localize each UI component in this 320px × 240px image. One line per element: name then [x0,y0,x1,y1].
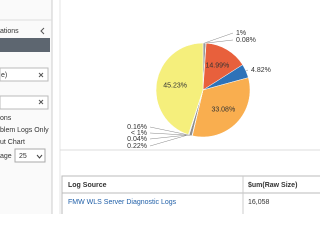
slice-label: 45.23% [163,82,187,89]
leader-line [149,126,193,136]
leader-line [245,69,249,72]
option-label[interactable]: ut Chart [0,139,25,146]
clear-icon[interactable] [38,72,44,78]
slice-label: 0.08% [236,37,256,44]
leader-line [149,134,190,140]
section-label: ons [0,115,12,122]
slice-label: 1% [236,30,246,37]
leader-line [206,39,234,44]
slice-label: 33.08% [211,106,235,113]
leader-line [204,32,234,44]
input-text: e) [1,72,7,79]
pie-slice [155,42,204,135]
pie-slice [192,77,251,138]
clear-icon[interactable] [38,99,44,105]
slice-label: 14.99% [206,63,230,70]
leader-line [149,134,189,147]
sidebar-title: ations [0,28,19,35]
table-cell: 16,058 [248,199,270,206]
slice-label: 0.04% [127,136,147,143]
column-header[interactable]: $um(Raw Size) [248,182,297,189]
dropdown[interactable] [0,38,50,52]
slice-label: 0.22% [127,143,147,150]
column-header[interactable]: Log Source [68,182,107,189]
collapse-icon[interactable] [40,27,45,35]
page-label: age [0,153,12,160]
select-arrow [36,154,43,159]
slice-label: < 1% [131,130,147,137]
checkbox-label[interactable]: blem Logs Only [0,127,49,134]
leader-line [149,132,191,136]
slice-label: 4.82% [251,67,271,74]
input-field[interactable] [0,67,49,82]
pie-chart: 1%0.08% 14.99% 4.82% 33.08% 0.16%< 1%0.04%0.… [127,30,271,150]
table-link[interactable]: FMW WLS Server Diagnostic Logs [68,199,177,206]
page-select[interactable] [14,148,46,163]
screen: ations e) ons blem Logs Only ut Chart ag… [0,0,320,217]
page-select-value: 25 [19,153,27,160]
input-field[interactable] [0,95,49,110]
slice-label: 0.16% [127,124,147,131]
